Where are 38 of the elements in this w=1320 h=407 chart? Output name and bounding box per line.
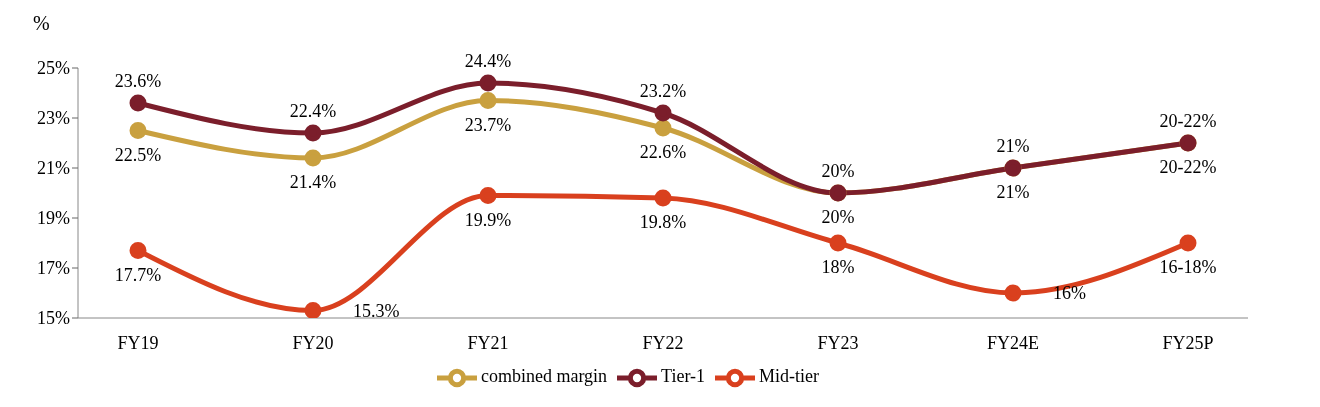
annotation: 20-22% xyxy=(1159,111,1217,131)
data-label: 19.8% xyxy=(639,212,687,232)
data-label: 23.7% xyxy=(464,114,512,135)
data-label: 21% xyxy=(996,182,1030,202)
x-tick-label: FY19 xyxy=(117,332,159,353)
data-label: 23.2% xyxy=(639,81,687,101)
x-tick-label: FY21 xyxy=(467,332,509,353)
data-label: 15.3% xyxy=(353,300,400,321)
data-label: 22.6% xyxy=(639,142,687,162)
data-label: 16% xyxy=(1053,283,1086,303)
x-tick-label: FY22 xyxy=(642,332,684,353)
y-tick-label: 23% xyxy=(37,108,70,129)
y-tick-label: 19% xyxy=(37,208,70,229)
x-tick-label: FY24E xyxy=(986,332,1040,353)
x-tick-label: FY25P xyxy=(1162,332,1214,353)
annotation: 16-18% xyxy=(1159,257,1217,277)
data-label: 20% xyxy=(821,161,855,181)
x-tick-label: FY23 xyxy=(817,332,859,353)
data-label: 17.7% xyxy=(114,264,162,285)
y-axis-title: % xyxy=(33,12,50,35)
legend-label: Tier-1 xyxy=(661,366,706,387)
y-tick-label: 25% xyxy=(37,58,70,79)
data-label: 18% xyxy=(821,257,855,277)
data-label: 20% xyxy=(821,207,855,227)
data-label: 19.9% xyxy=(464,209,512,230)
data-label: 22.5% xyxy=(114,144,162,165)
data-label: 21.4% xyxy=(289,172,337,192)
data-label: 23.6% xyxy=(114,71,162,91)
y-tick-label: 21% xyxy=(37,158,70,179)
y-tick-label: 17% xyxy=(37,258,70,279)
data-label: 22.4% xyxy=(289,101,337,121)
y-tick-label: 15% xyxy=(37,308,70,329)
annotation: 20-22% xyxy=(1159,157,1217,177)
x-tick-label: FY20 xyxy=(292,332,334,353)
legend-label: Mid-tier xyxy=(759,366,820,387)
data-label: 24.4% xyxy=(464,51,512,71)
data-label: 21% xyxy=(996,136,1030,156)
legend-label: combined margin xyxy=(480,366,608,387)
